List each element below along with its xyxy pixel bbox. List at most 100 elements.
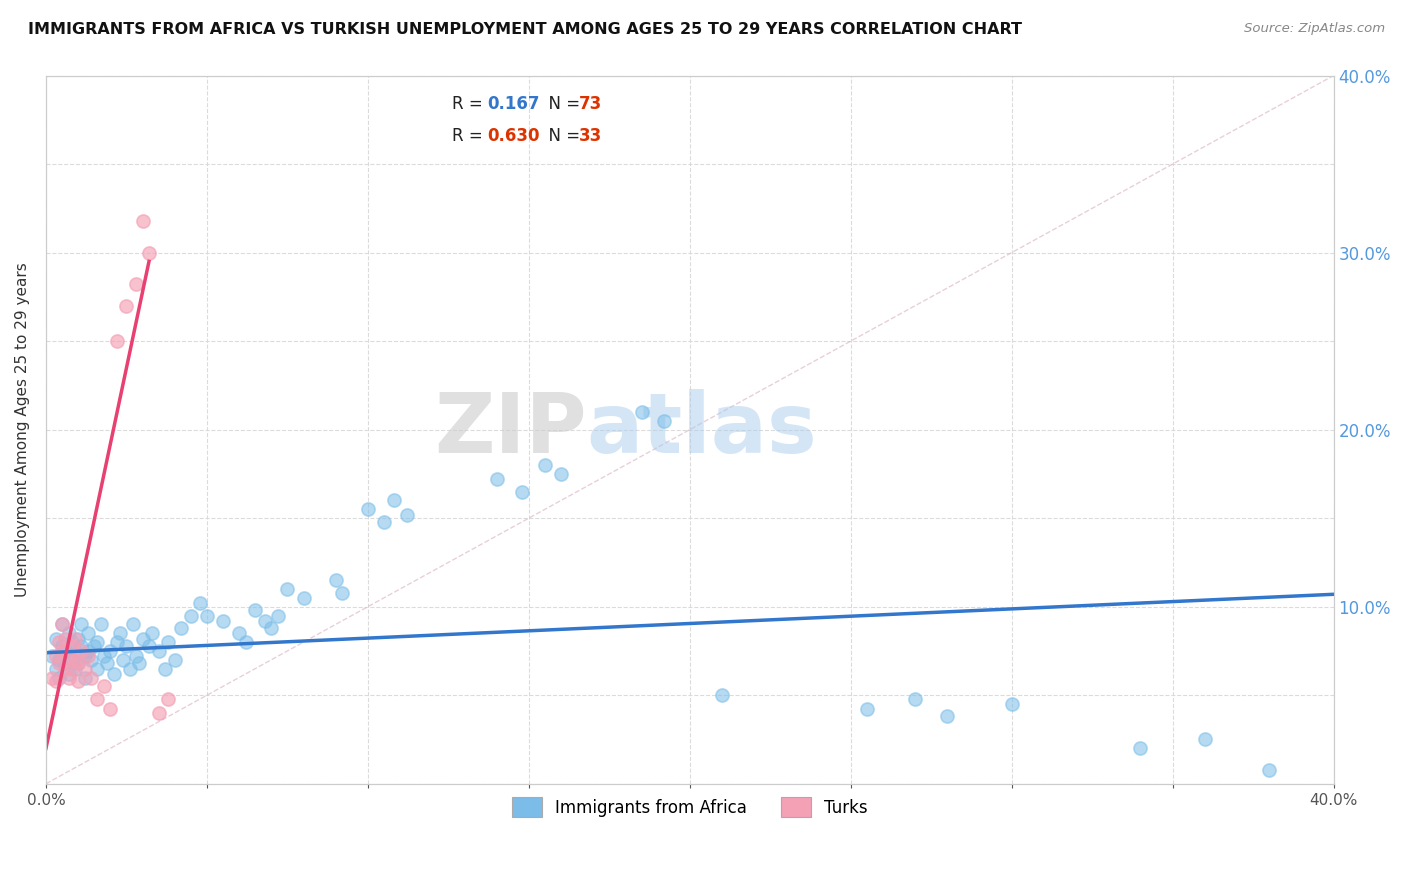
Point [98, 644, 121, 658]
Text: IMMIGRANTS FROM AFRICA VS TURKISH UNEMPLOYMENT AMONG AGES 25 TO 29 YEARS CORRELA: IMMIGRANTS FROM AFRICA VS TURKISH UNEMPL… [28, 22, 1022, 37]
Point [122, 617, 145, 632]
Point [157, 691, 180, 706]
Point [53, 657, 76, 671]
Point [80, 653, 103, 667]
Point [60, 662, 83, 676]
Point [53, 644, 76, 658]
Point [48, 635, 70, 649]
Point [141, 626, 163, 640]
Point [105, 635, 128, 649]
Point [63, 632, 86, 646]
Point [45, 649, 67, 664]
Point [108, 626, 131, 640]
Point [267, 608, 290, 623]
Point [60, 639, 83, 653]
Point [115, 299, 138, 313]
Point [67, 674, 90, 689]
Point [73, 671, 96, 685]
Point [128, 657, 150, 671]
Point [90, 617, 112, 632]
Point [58, 671, 80, 685]
Point [41, 671, 63, 685]
Point [195, 608, 218, 623]
Y-axis label: Unemployment Among Ages 25 to 29 years: Unemployment Among Ages 25 to 29 years [15, 262, 30, 597]
Point [330, 585, 353, 599]
Point [138, 639, 160, 653]
Point [105, 334, 128, 348]
Text: Source: ZipAtlas.com: Source: ZipAtlas.com [1244, 22, 1385, 36]
Point [67, 657, 90, 671]
Point [73, 662, 96, 676]
Point [245, 603, 267, 617]
Point [125, 649, 148, 664]
Point [357, 502, 380, 516]
Point [1194, 732, 1216, 747]
Point [45, 632, 67, 646]
Point [83, 639, 105, 653]
Point [53, 632, 76, 646]
Point [131, 213, 153, 227]
Point [148, 706, 170, 720]
Point [53, 662, 76, 676]
Point [60, 653, 83, 667]
Point [76, 626, 98, 640]
Point [51, 617, 73, 632]
Point [1258, 763, 1281, 777]
Point [63, 644, 86, 658]
Point [170, 621, 193, 635]
Point [235, 635, 257, 649]
Point [534, 458, 557, 472]
Point [103, 667, 125, 681]
Point [228, 626, 250, 640]
Point [60, 635, 83, 649]
Point [153, 662, 176, 676]
Point [212, 614, 235, 628]
Text: 0.167: 0.167 [488, 95, 540, 113]
Point [904, 691, 927, 706]
Point [58, 649, 80, 664]
Point [96, 657, 118, 671]
Point [70, 639, 93, 653]
Point [63, 662, 86, 676]
Text: 0.630: 0.630 [488, 128, 540, 145]
Point [51, 644, 73, 658]
Point [45, 674, 67, 689]
Text: R =: R = [451, 128, 488, 145]
Point [512, 484, 534, 499]
Point [86, 691, 108, 706]
Point [936, 709, 959, 723]
Point [86, 635, 108, 649]
Point [382, 493, 405, 508]
Point [260, 621, 283, 635]
Point [276, 582, 298, 596]
Point [163, 653, 186, 667]
Text: ZIP: ZIP [434, 389, 586, 470]
Point [373, 515, 395, 529]
Point [115, 639, 138, 653]
Point [630, 405, 652, 419]
Point [93, 679, 115, 693]
Text: N =: N = [538, 128, 585, 145]
Point [70, 644, 93, 658]
Point [48, 657, 70, 671]
Legend: Immigrants from Africa, Turks: Immigrants from Africa, Turks [503, 789, 876, 825]
Point [856, 702, 879, 716]
Point [67, 657, 90, 671]
Point [76, 644, 98, 658]
Point [1001, 697, 1024, 711]
Text: atlas: atlas [586, 389, 817, 470]
Point [550, 467, 572, 481]
Text: N =: N = [538, 95, 585, 113]
Point [51, 639, 73, 653]
Point [51, 617, 73, 632]
Point [125, 277, 148, 292]
Point [148, 644, 170, 658]
Point [70, 617, 93, 632]
Point [73, 649, 96, 664]
Point [80, 671, 103, 685]
Point [45, 662, 67, 676]
Point [48, 671, 70, 685]
Point [112, 653, 135, 667]
Point [1129, 741, 1152, 756]
Point [76, 649, 98, 664]
